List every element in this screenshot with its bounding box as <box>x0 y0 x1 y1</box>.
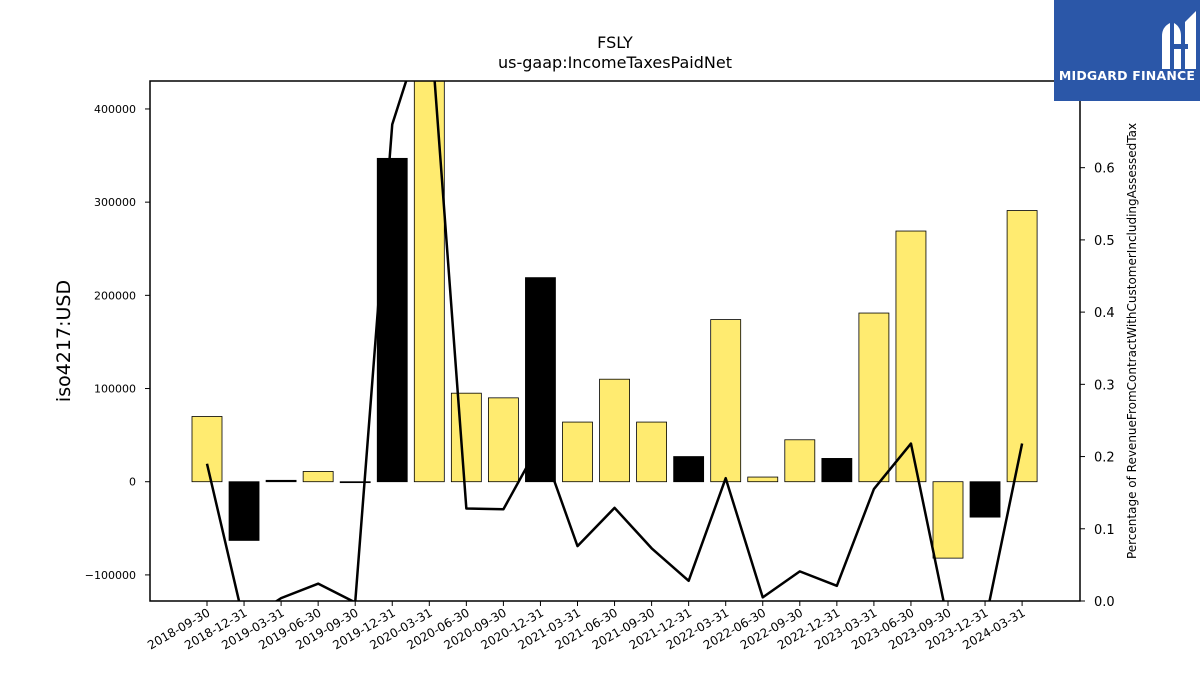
bar <box>821 458 853 483</box>
line-layer <box>205 81 1024 601</box>
bar <box>191 416 223 483</box>
bar <box>228 481 260 541</box>
series-line <box>205 81 1024 601</box>
y2-tick-label: 0.0 <box>1094 595 1115 610</box>
bar <box>487 397 519 483</box>
bar <box>895 230 927 483</box>
bar <box>636 421 667 483</box>
bar <box>784 439 816 483</box>
bar <box>265 479 297 483</box>
x-axis: 2018-09-302018-12-312019-03-312019-06-30… <box>145 601 1028 652</box>
y2-tick-label: 0.6 <box>1094 162 1115 177</box>
bar <box>673 456 705 483</box>
bar <box>932 481 964 559</box>
y-axis-right: 0.0 0.1 0.2 0.3 0.4 0.5 0.6 <box>1080 162 1115 610</box>
bar <box>969 481 1001 518</box>
bars-layer <box>191 80 1038 559</box>
bar <box>562 421 593 483</box>
bar <box>525 277 556 483</box>
y-tick-label: −100000 <box>85 569 136 582</box>
bar <box>599 378 630 483</box>
midgard-finance-logo: MIDGARD FINANCE <box>1054 0 1200 101</box>
bar <box>858 312 890 483</box>
bar <box>747 476 779 483</box>
y-tick-label: 200000 <box>94 289 136 302</box>
bar <box>376 157 408 483</box>
chart-title: FSLY <box>597 33 633 52</box>
chart-subtitle: us-gaap:IncomeTaxesPaidNet <box>498 53 732 72</box>
y2-tick-label: 0.1 <box>1094 523 1115 538</box>
bar <box>1006 210 1038 483</box>
y-axis-left: −100000 0 100000 200000 300000 400000 <box>85 103 150 582</box>
y-tick-label: 400000 <box>94 103 136 116</box>
bar <box>710 319 742 483</box>
y2-tick-label: 0.3 <box>1094 378 1115 393</box>
y2-tick-label: 0.2 <box>1094 451 1115 466</box>
y-tick-label: 300000 <box>94 196 136 209</box>
y-tick-label: 0 <box>129 476 136 489</box>
bar <box>339 481 371 484</box>
y2-axis-label: Percentage of RevenueFromContractWithCus… <box>1125 123 1139 559</box>
y2-tick-label: 0.5 <box>1094 234 1115 249</box>
bar <box>450 392 482 483</box>
logo-text: MIDGARD FINANCE <box>1058 68 1196 83</box>
y-axis-label: iso4217:USD <box>53 280 75 402</box>
y-tick-label: 100000 <box>94 383 136 396</box>
logo-mark-icon <box>1162 11 1196 69</box>
bar <box>302 471 334 483</box>
y2-tick-label: 0.4 <box>1094 306 1115 321</box>
